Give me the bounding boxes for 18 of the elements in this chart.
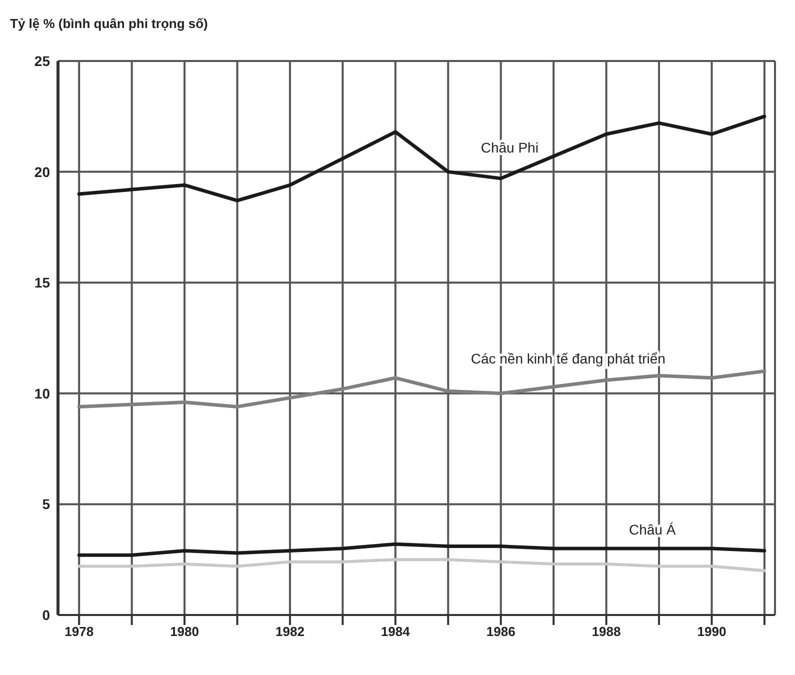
x-tick-label: 1982	[276, 624, 304, 640]
x-tick-label: 1984	[380, 624, 411, 640]
x-tick-label: 1986	[486, 624, 516, 640]
y-tick-label: 15	[34, 274, 50, 291]
line-series	[77, 369, 766, 408]
y-tick-label: 0	[42, 606, 50, 623]
line-series	[77, 542, 766, 557]
y-tick-label: 20	[34, 164, 50, 180]
y-tick-label: 5	[42, 496, 50, 512]
x-tick-label: 1980	[170, 624, 199, 640]
y-axis-title: Tỷ lệ % (bình quân phi trọng số)	[9, 15, 209, 33]
x-tick-label: 1978	[64, 624, 94, 640]
y-tick-label: 10	[34, 385, 50, 402]
line-series	[77, 114, 766, 202]
x-tick-label: 1990	[697, 624, 726, 640]
x-tick-label: 1988	[592, 624, 621, 640]
line-series	[78, 558, 766, 572]
y-tick-label: 25	[34, 52, 50, 69]
